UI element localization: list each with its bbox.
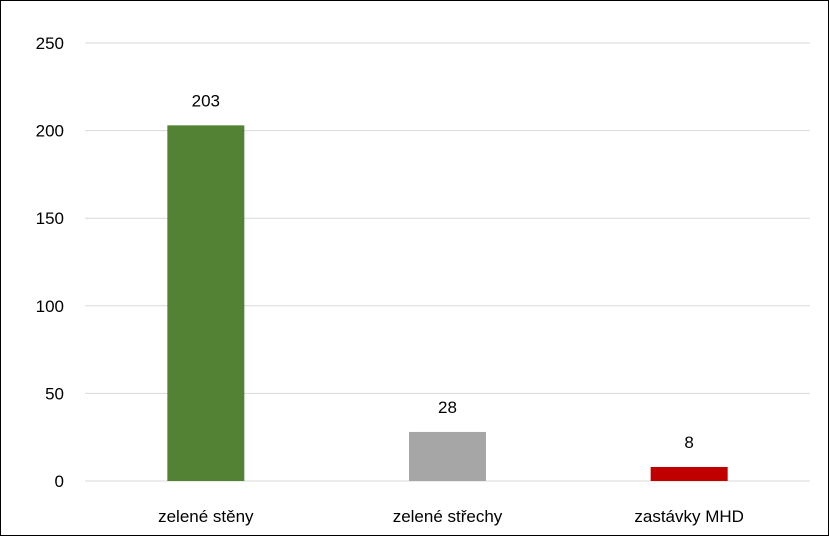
data-label: 203 (192, 91, 220, 110)
y-tick-label: 200 (36, 122, 64, 141)
y-tick-label: 50 (45, 384, 64, 403)
category-labels: zelené stěny zelené střechy zastávky MHD (158, 507, 744, 526)
category-label: zelené střechy (393, 507, 503, 526)
data-label: 8 (684, 433, 693, 452)
bar (409, 431, 486, 481)
data-label: 28 (438, 398, 457, 417)
category-label: zelené stěny (158, 507, 254, 526)
y-tick-label: 0 (55, 472, 64, 491)
y-tick-label: 100 (36, 297, 64, 316)
bar (650, 466, 728, 481)
data-labels: 203 28 8 (192, 91, 694, 452)
bars (167, 125, 728, 482)
bar (167, 125, 245, 482)
y-axis-tick-labels: 0 50 100 150 200 250 (36, 34, 64, 491)
category-label: zastávky MHD (634, 507, 744, 526)
y-tick-label: 150 (36, 209, 64, 228)
y-tick-label: 250 (36, 34, 64, 53)
